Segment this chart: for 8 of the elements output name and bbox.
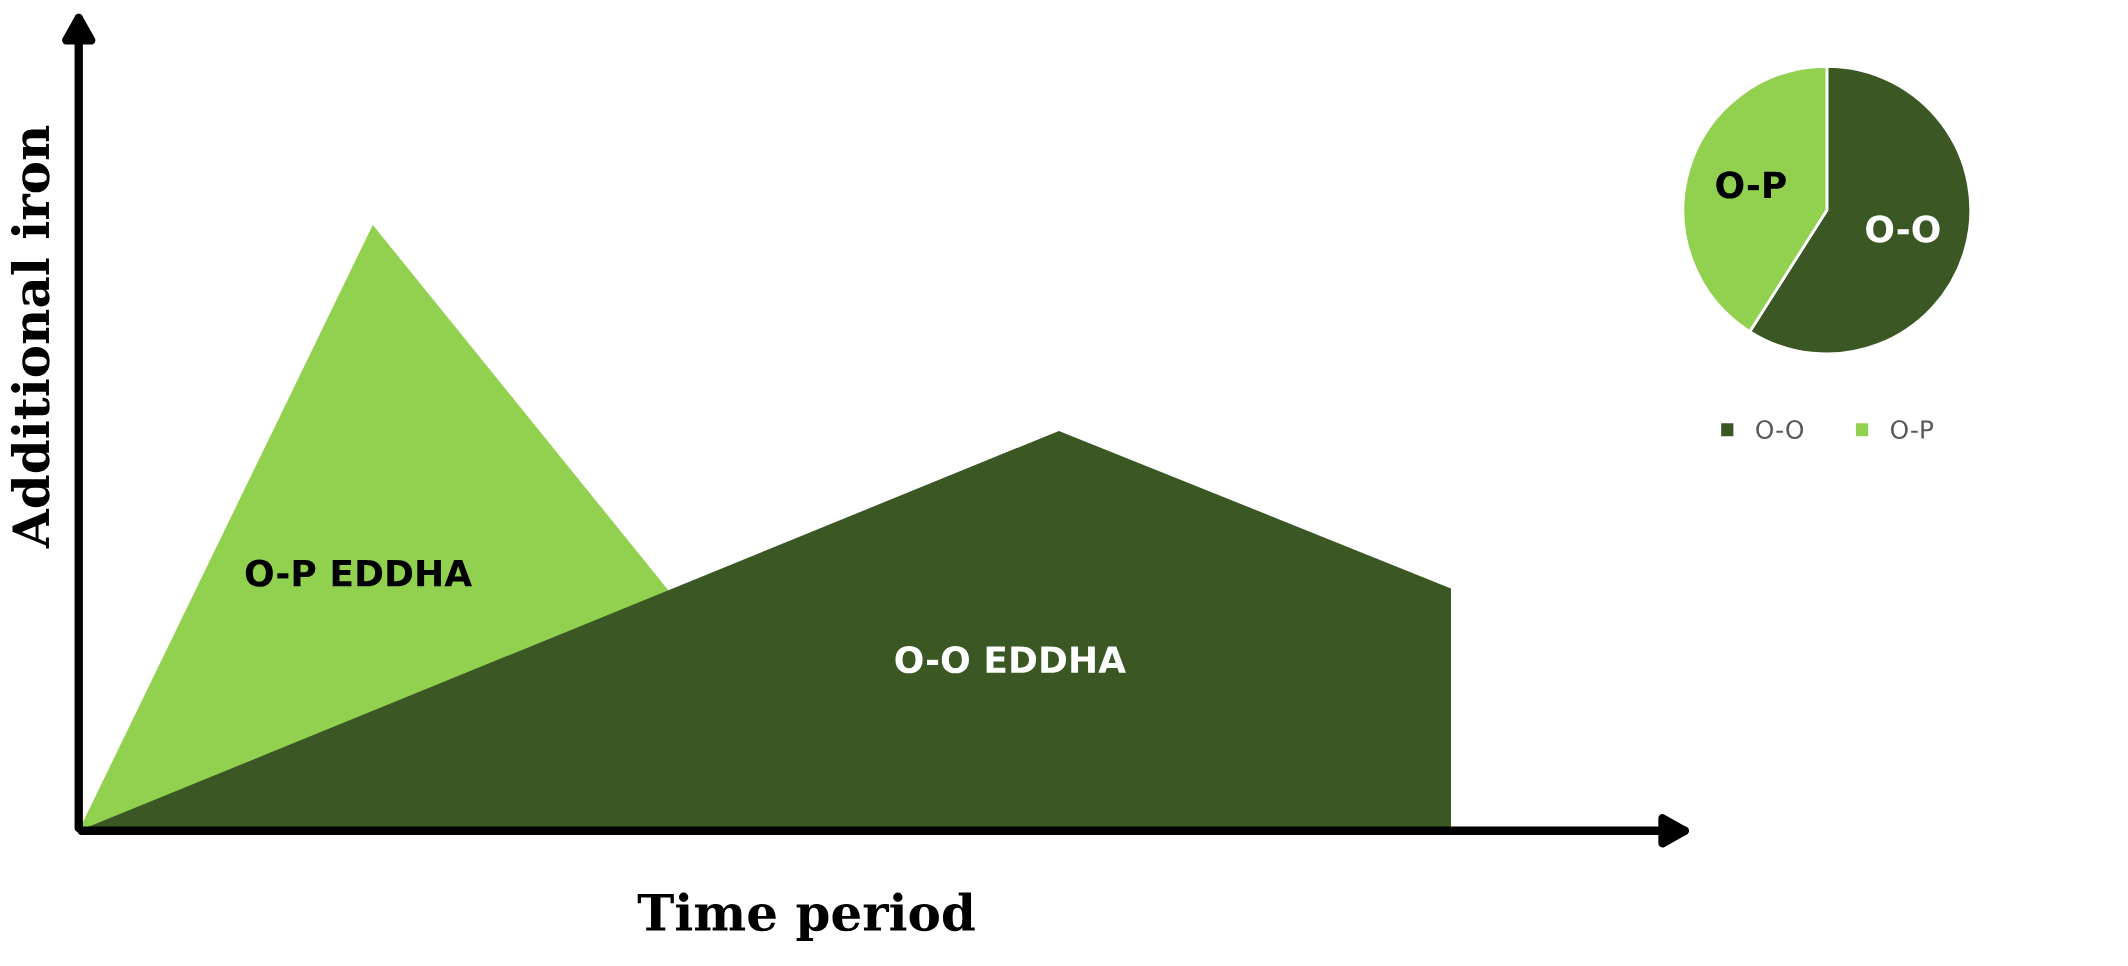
slice-label: O-O bbox=[1866, 215, 1940, 243]
series-label: O-O EDDHA bbox=[895, 645, 1126, 674]
series-label: O-P EDDHA bbox=[245, 559, 472, 587]
slice-label: O-P bbox=[1716, 171, 1786, 199]
legend-label: O-P bbox=[1890, 420, 1934, 439]
x-axis-title: Time period bbox=[637, 892, 975, 941]
y-axis-title: Additional iron bbox=[10, 125, 50, 549]
legend-label: O-O bbox=[1756, 420, 1804, 439]
